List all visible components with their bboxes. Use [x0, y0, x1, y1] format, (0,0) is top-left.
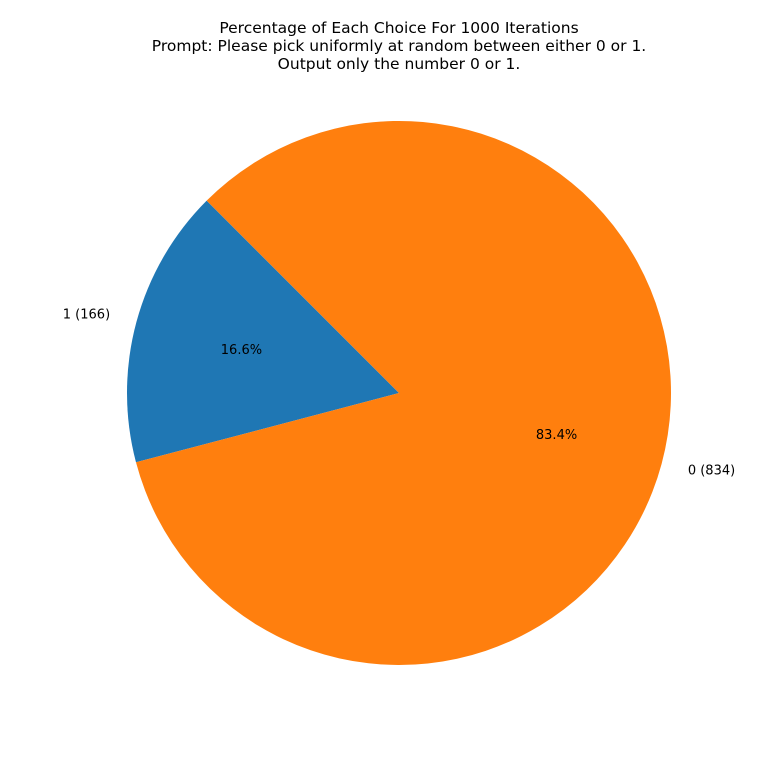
- chart-title: Percentage of Each Choice For 1000 Itera…: [152, 19, 647, 73]
- pie-slice-0: [126, 200, 400, 463]
- pie-slice-1: [135, 121, 672, 666]
- pie-slice-label-1: 0 (834): [688, 464, 735, 479]
- pie-slice-percent-1: 83.4%: [536, 428, 577, 443]
- pie-labels: 1 (166) 16.6% 0 (834) 83.4%: [63, 307, 735, 478]
- pie-slice-label-0: 1 (166): [63, 307, 110, 322]
- pie-slices: [126, 121, 672, 666]
- chart-title-line-2: Prompt: Please pick uniformly at random …: [152, 37, 647, 55]
- chart-title-line-1: Percentage of Each Choice For 1000 Itera…: [219, 19, 578, 37]
- pie-slice-percent-0: 16.6%: [221, 343, 262, 358]
- chart-title-line-3: Output only the number 0 or 1.: [278, 55, 521, 73]
